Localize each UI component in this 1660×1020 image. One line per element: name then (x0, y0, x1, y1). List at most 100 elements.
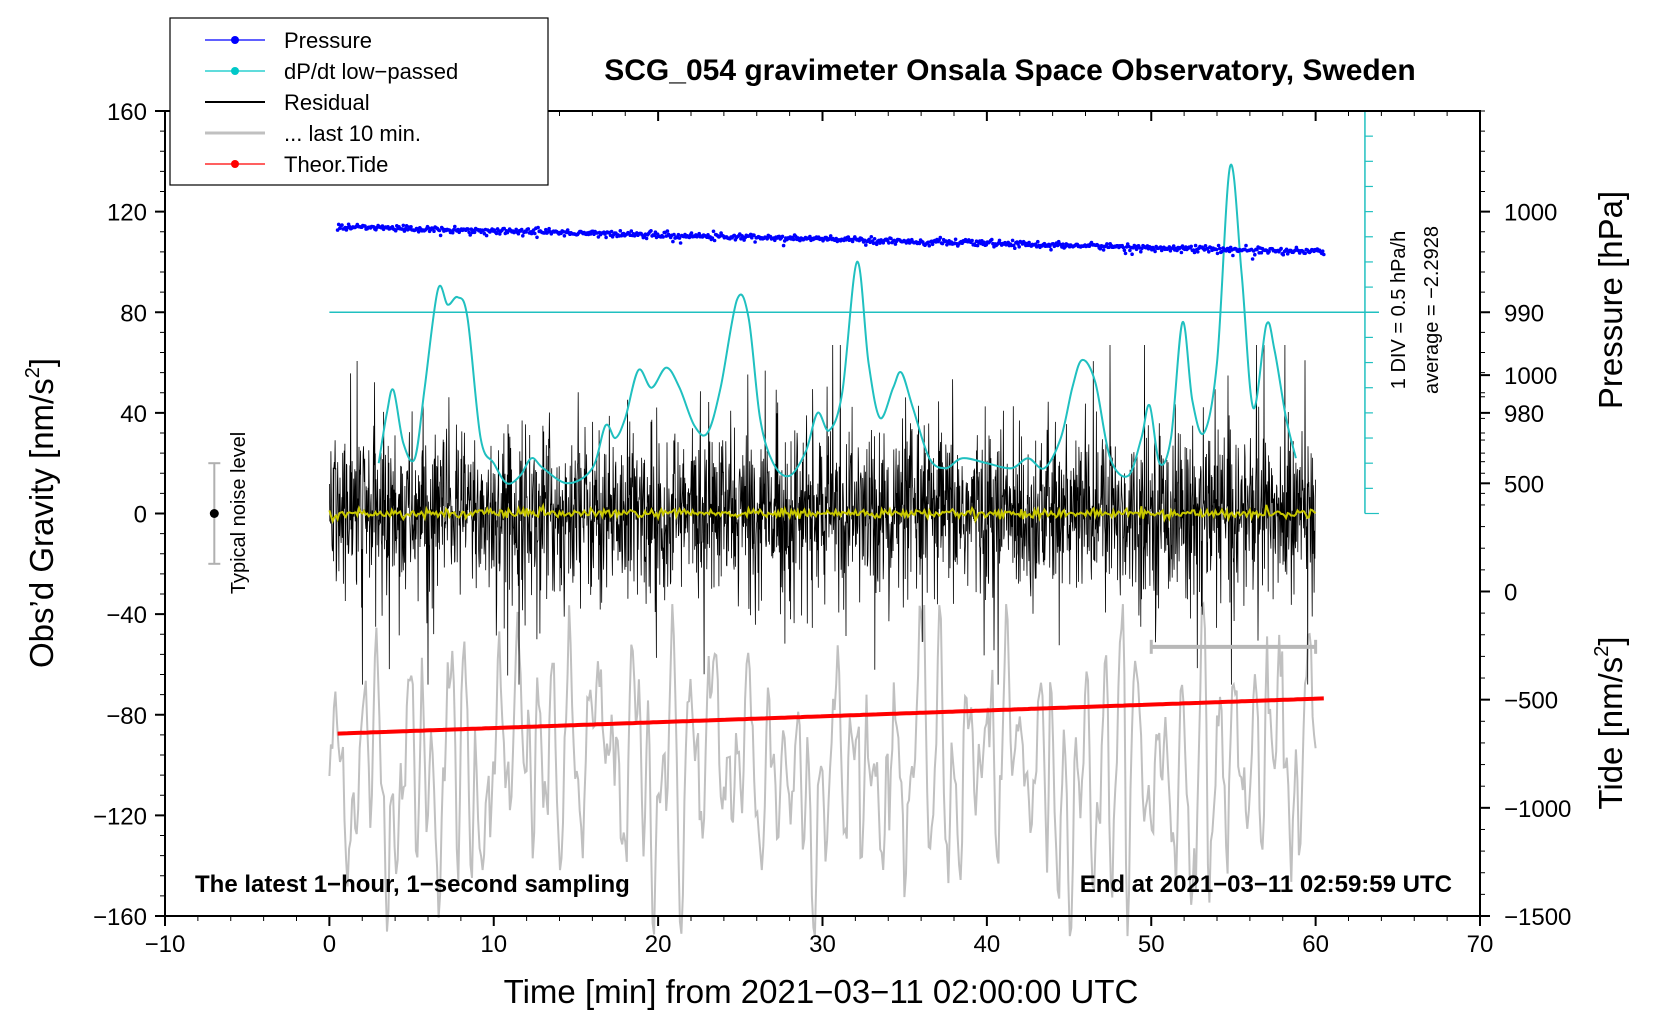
pressure-point (1193, 243, 1198, 248)
pressure-point (846, 235, 851, 239)
pressure-point (1279, 246, 1283, 251)
legend-label: dP/dt low−passed (284, 59, 458, 84)
pressure-point (609, 229, 614, 234)
pressure-point (1139, 249, 1143, 254)
pressure-point (1098, 246, 1103, 251)
pressure-point (665, 229, 670, 233)
pressure-point (1217, 246, 1222, 251)
pressure-point (516, 231, 521, 236)
x-tick-label: 40 (974, 931, 1001, 958)
legend-label: Residual (284, 90, 370, 115)
tide-tick-label: 0 (1504, 579, 1517, 606)
dpdt-scale-label: 1 DIV = 0.5 hPa/h (1388, 231, 1410, 389)
pressure-point (644, 236, 649, 241)
tide-tick-label: −1500 (1504, 904, 1571, 931)
pressure-point (629, 229, 634, 233)
pressure-point (1134, 247, 1139, 252)
series-last-10-min (328, 601, 1317, 937)
pressure-point (732, 233, 737, 238)
pressure-point (416, 230, 421, 234)
pressure-point (526, 227, 531, 231)
pressure-point (466, 227, 470, 231)
plot-content: 1 DIV = 0.5 hPa/h average = −2.2928 Typica… (208, 110, 1443, 937)
pressure-point (1231, 253, 1235, 258)
pressure-point (1196, 250, 1200, 254)
pressure-point (596, 235, 601, 239)
legend: Pressure dP/dt low−passed Residual ... last… (169, 17, 549, 186)
tide-tick-label: 1000 (1504, 363, 1557, 390)
pressure-point (1128, 248, 1132, 253)
pressure-point (874, 242, 879, 247)
pressure-point (1122, 248, 1127, 253)
pressure-point (432, 229, 436, 233)
pressure-point (1048, 244, 1052, 248)
pressure-point (1216, 243, 1221, 248)
series-residual-smoothed (328, 502, 1317, 525)
pressure-point (938, 235, 943, 240)
pressure-point (828, 234, 833, 238)
pressure-point (678, 241, 683, 245)
pressure-point (467, 230, 471, 235)
legend-label: Pressure (284, 28, 372, 53)
pressure-tick-label: 980 (1504, 401, 1544, 428)
pressure-point (514, 227, 518, 232)
x-tick-label: −10 (145, 931, 186, 958)
pressure-point (494, 231, 499, 236)
theor-tide-line (337, 696, 1324, 736)
pressure-point (1049, 247, 1053, 252)
pressure-point (1123, 251, 1128, 256)
y-tick-label: 80 (120, 300, 147, 327)
x-tick-label: 10 (480, 931, 507, 958)
pressure-point (1192, 250, 1197, 255)
pressure-point (363, 224, 367, 228)
x-tick-label: 20 (645, 931, 672, 958)
x-tick-label: 0 (323, 931, 336, 958)
pressure-point (1320, 249, 1325, 253)
pressure-point (1171, 244, 1176, 248)
pressure-point (1214, 247, 1219, 252)
pressure-point (780, 234, 785, 239)
pressure-point (753, 240, 757, 244)
pressure-point (521, 234, 525, 238)
pressure-point (752, 233, 756, 237)
y-tick-label: −40 (106, 602, 147, 629)
pressure-point (773, 238, 777, 243)
pressure-point (940, 241, 945, 246)
pressure-point (652, 233, 657, 237)
x-tick-label: 60 (1302, 931, 1329, 958)
pressure-point (1253, 252, 1257, 257)
pressure-point (1010, 238, 1015, 243)
pressure-point (1207, 250, 1211, 254)
axis-ticks: −10 0 10 20 30 40 50 60 70 −160 −120 −80 −40 0 40 80 120… (93, 99, 1571, 958)
pressure-point (401, 223, 406, 228)
pressure-point (536, 225, 540, 230)
pressure-point (791, 237, 796, 242)
pressure-point (1016, 242, 1020, 246)
y-tick-label: −160 (93, 904, 147, 931)
series-theor-tide (337, 696, 1324, 736)
pressure-point (750, 235, 754, 240)
pressure-point (1284, 247, 1289, 252)
series-dpdt (377, 163, 1297, 485)
tide-tick-label: −1000 (1504, 796, 1571, 823)
pressure-point (450, 230, 455, 235)
pressure-point (887, 241, 891, 245)
pressure-point (970, 238, 974, 243)
legend-marker (231, 36, 239, 44)
pressure-point (872, 237, 877, 241)
pressure-point (1121, 245, 1126, 250)
chart-title: SCG_054 gravimeter Onsala Space Observat… (604, 54, 1416, 87)
annotation-sampling: The latest 1−hour, 1−second sampling (195, 871, 630, 898)
pressure-point (544, 227, 548, 232)
pressure-point (677, 236, 682, 240)
pressure-point (997, 238, 1002, 243)
pressure-point (1179, 250, 1184, 255)
pressure-point (618, 229, 623, 233)
pressure-point (1203, 244, 1208, 248)
pressure-point (565, 228, 570, 232)
pressure-point (697, 231, 701, 236)
pressure-point (869, 235, 874, 239)
pressure-point (1220, 249, 1224, 254)
pressure-point (1250, 257, 1255, 261)
